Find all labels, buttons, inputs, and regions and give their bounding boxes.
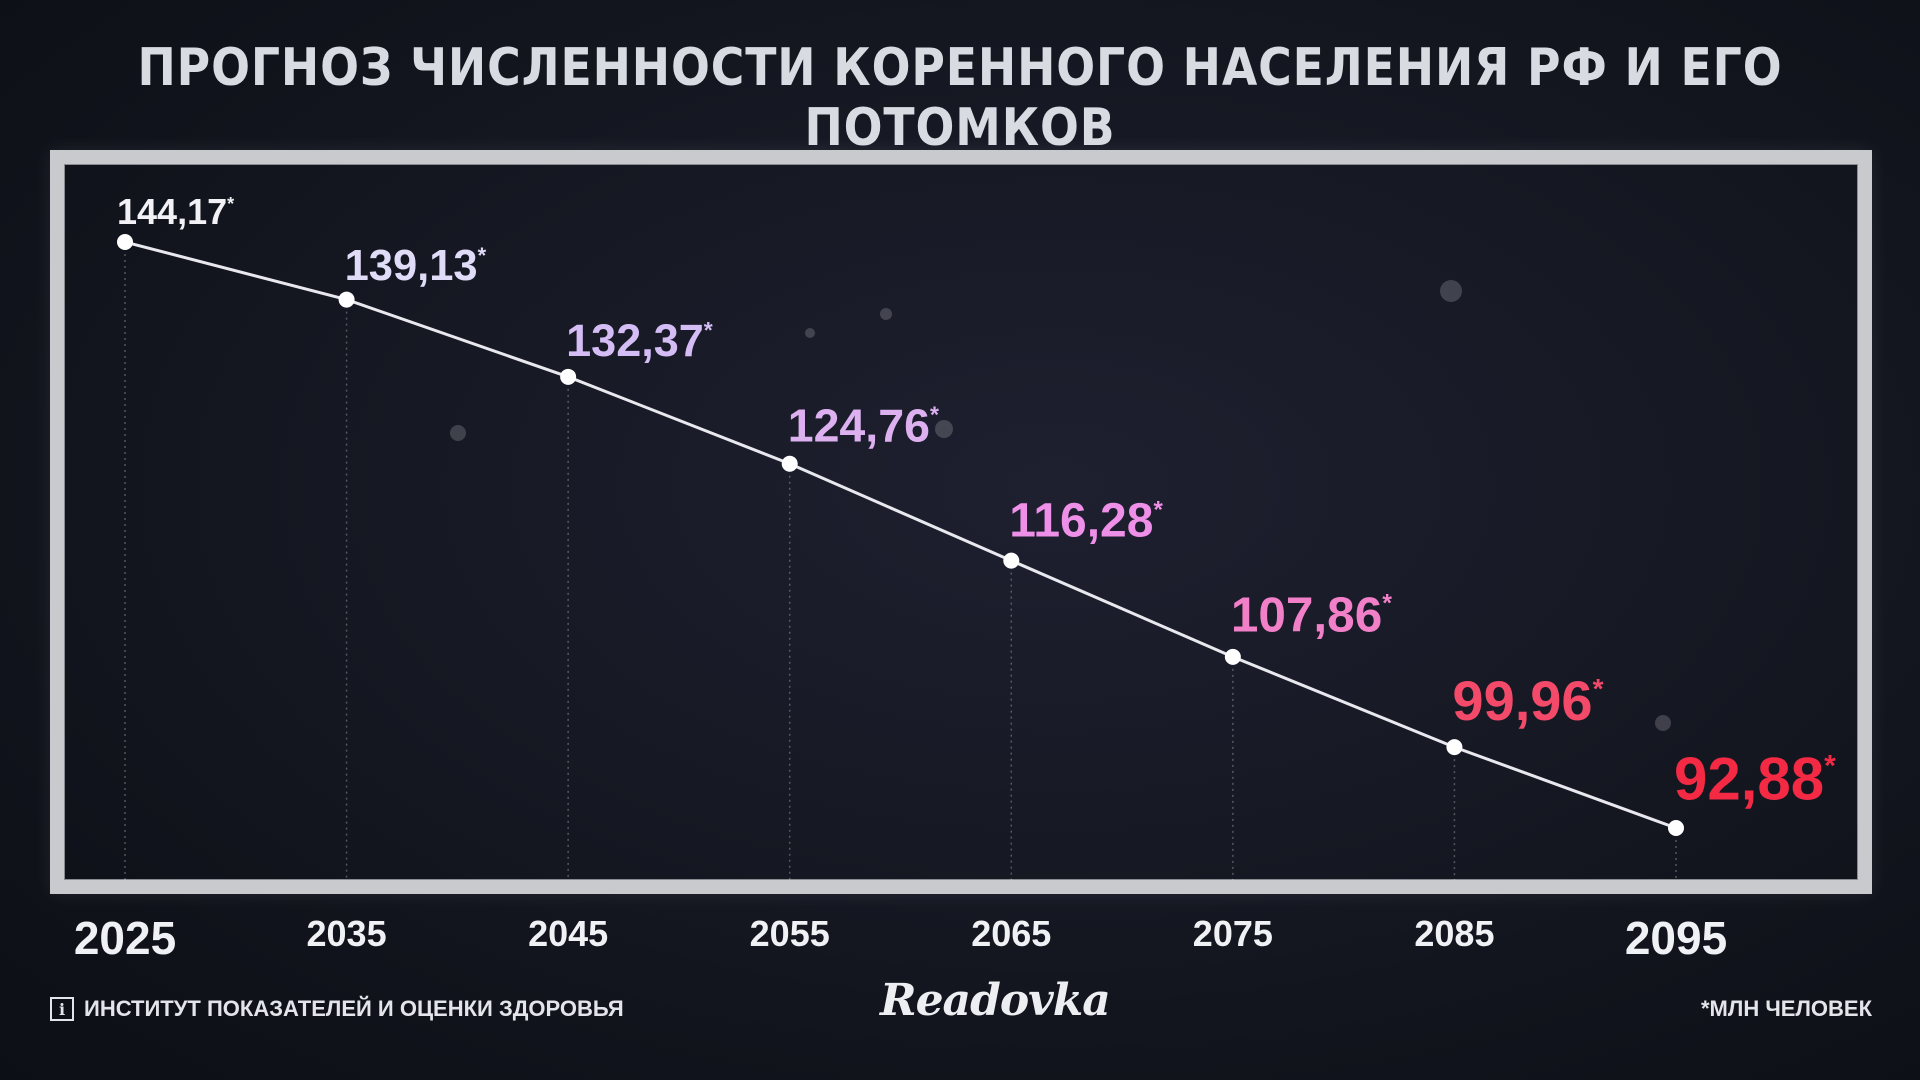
data-point <box>1224 648 1241 665</box>
x-tick-label: 2025 <box>74 912 176 964</box>
x-tick-label: 2095 <box>1625 912 1727 964</box>
x-tick-label: 2055 <box>750 913 830 954</box>
data-label-asterisk: * <box>704 317 713 343</box>
data-label-value: 99,96 <box>1452 669 1592 732</box>
data-label-asterisk: * <box>1593 673 1604 704</box>
data-point <box>1446 739 1463 756</box>
data-label: 144,17* <box>117 191 234 232</box>
bokeh-dot <box>880 308 892 320</box>
data-label: 107,86* <box>1231 587 1392 642</box>
source-text: ИНСТИТУТ ПОКАЗАТЕЛЕЙ И ОЦЕНКИ ЗДОРОВЬЯ <box>84 996 624 1021</box>
data-label-value: 116,28 <box>1009 495 1153 548</box>
data-point <box>117 234 133 250</box>
x-tick-label: 2075 <box>1193 913 1273 954</box>
x-tick-label: 2065 <box>971 913 1051 954</box>
data-point <box>560 368 577 385</box>
data-label: 92,88* <box>1674 746 1836 813</box>
data-label-value: 144,17 <box>117 191 227 232</box>
data-label-asterisk: * <box>1153 497 1163 524</box>
unit-note: *МЛН ЧЕЛОВЕК <box>1701 996 1872 1021</box>
x-tick-label: 2085 <box>1414 913 1494 954</box>
data-label: 116,28* <box>1009 495 1163 548</box>
data-label-value: 132,37 <box>566 315 704 366</box>
data-label-value: 92,88 <box>1674 746 1824 813</box>
data-label: 99,96* <box>1452 669 1603 732</box>
bokeh-dot <box>1440 280 1462 302</box>
data-point <box>1668 820 1684 836</box>
page-title: ПРОГНОЗ ЧИСЛЕННОСТИ КОРЕННОГО НАСЕЛЕНИЯ … <box>137 38 1783 158</box>
data-point <box>338 291 355 308</box>
data-point <box>1003 552 1020 569</box>
data-point <box>781 455 798 472</box>
data-label: 139,13* <box>345 242 487 290</box>
bokeh-dot <box>1655 715 1671 731</box>
chart-frame <box>50 150 1872 894</box>
source-note: i ИНСТИТУТ ПОКАЗАТЕЛЕЙ И ОЦЕНКИ ЗДОРОВЬЯ <box>50 996 624 1022</box>
bokeh-dot <box>805 328 815 338</box>
series-line <box>124 240 1677 830</box>
data-label-asterisk: * <box>930 401 939 427</box>
info-icon: i <box>50 997 74 1021</box>
x-tick-label: 2045 <box>528 913 608 954</box>
bokeh-dot <box>935 420 953 438</box>
readovka-logo: Readovka <box>880 975 1111 1026</box>
data-label-value: 139,13 <box>345 242 478 290</box>
x-tick-label: 2035 <box>307 913 387 954</box>
data-label-asterisk: * <box>227 194 234 214</box>
data-label-asterisk: * <box>1382 589 1392 617</box>
bokeh-dot <box>450 425 466 441</box>
data-label: 132,37* <box>566 315 713 366</box>
data-label-asterisk: * <box>478 243 487 268</box>
data-label-asterisk: * <box>1824 750 1836 783</box>
data-label-value: 124,76 <box>788 399 930 451</box>
data-label: 124,76* <box>788 399 939 451</box>
data-label-value: 107,86 <box>1231 587 1382 642</box>
